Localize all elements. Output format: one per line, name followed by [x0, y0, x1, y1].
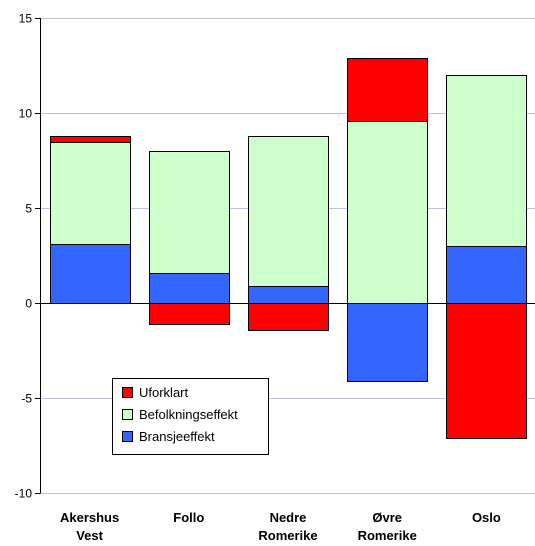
legend-box	[112, 378, 269, 455]
bar-segment-bransjeeffekt	[248, 286, 329, 304]
category-label: Nedre Romerike	[258, 510, 317, 543]
bar-segment-bransjeeffekt	[347, 303, 428, 382]
legend: Uforklart Befolkningseffekt Bransjeeffekt	[112, 378, 269, 455]
bar-segment-uforklart	[50, 136, 131, 143]
x-category-labels: Akershus Vest Follo Nedre Romerike Øvre Romeri…	[60, 510, 501, 543]
bar-segment-befolkningseffekt	[347, 121, 428, 304]
category-label-line: Romerike	[258, 528, 317, 543]
category-label-line: Vest	[76, 528, 103, 543]
category-label: Follo	[173, 510, 204, 525]
bar-segment-befolkningseffekt	[50, 142, 131, 245]
legend-swatch	[122, 409, 133, 420]
category-label-line: Follo	[173, 510, 204, 525]
category-label: Øvre Romerike	[358, 510, 417, 543]
category-label: Oslo	[472, 510, 501, 525]
bar-segment-bransjeeffekt	[446, 246, 527, 304]
y-tick-label: -5	[21, 392, 32, 406]
bar-segment-uforklart	[446, 303, 527, 439]
y-tick-labels: -10 -5 0 5 10 15	[15, 12, 33, 501]
y-tick-label: 10	[19, 107, 33, 121]
legend-swatch	[122, 431, 133, 442]
axes	[35, 18, 535, 494]
category-label-line: Akershus	[60, 510, 119, 525]
bar-segment-bransjeeffekt	[50, 244, 131, 304]
y-tick-label: 0	[25, 297, 32, 311]
y-tick-label: 15	[19, 12, 33, 26]
bar-segment-uforklart	[149, 303, 230, 325]
legend-swatch	[122, 387, 133, 398]
bar-segment-befolkningseffekt	[248, 136, 329, 287]
category-label-line: Nedre	[270, 510, 307, 525]
y-tick-label: -10	[15, 487, 33, 501]
legend-label: Bransjeeffekt	[139, 429, 215, 444]
bar-segment-befolkningseffekt	[446, 75, 527, 247]
bar-segment-uforklart	[347, 58, 428, 122]
bar-segment-befolkningseffekt	[149, 151, 230, 274]
category-label-line: Oslo	[472, 510, 501, 525]
bar-segment-uforklart	[248, 303, 329, 331]
y-tick-label: 5	[25, 202, 32, 216]
bar-segment-bransjeeffekt	[149, 273, 230, 304]
category-label-line: Romerike	[358, 528, 417, 543]
legend-label: Befolkningseffekt	[139, 407, 238, 422]
legend-label: Uforklart	[139, 385, 189, 400]
category-label-line: Øvre	[372, 510, 402, 525]
bars	[50, 58, 527, 439]
category-label: Akershus Vest	[60, 510, 119, 543]
